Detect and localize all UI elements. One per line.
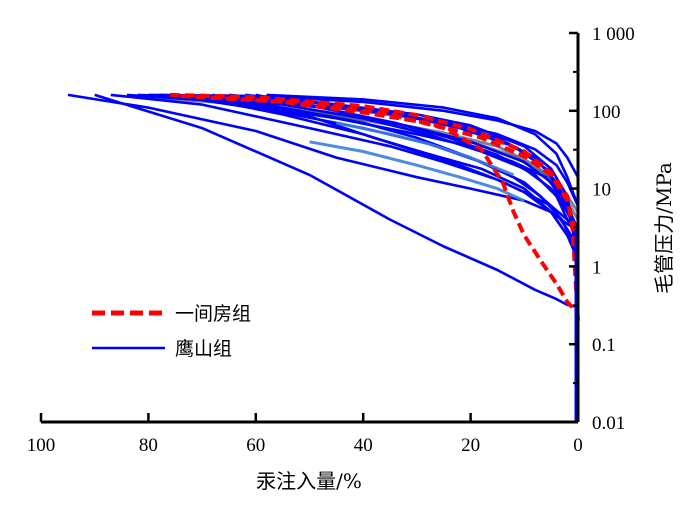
x-tick-label: 100: [27, 435, 56, 456]
x-tick-label: 60: [246, 435, 265, 456]
y-tick-label: 1: [592, 257, 602, 278]
y-tick-label: 100: [592, 102, 621, 123]
legend: 一间房组 鹰山组: [92, 303, 251, 360]
series-line-yijianfang: [169, 92, 580, 321]
series-line-yingshan: [212, 93, 580, 254]
series-line-yijianfang: [180, 94, 580, 244]
x-ticks: 100 80 60 40 20 0: [27, 413, 583, 456]
legend-label-yijianfang: 一间房组: [175, 303, 251, 325]
y-tick-label: 1 000: [592, 24, 635, 45]
series-line-yingshan: [223, 94, 580, 241]
x-tick-label: 0: [573, 435, 583, 456]
series-line-yijianfang: [212, 95, 580, 315]
legend-label-yingshan: 鹰山组: [175, 338, 232, 360]
y-axis-title: 毛管压力/MPa: [652, 162, 676, 294]
series-line-yingshan: [94, 93, 579, 309]
x-tick-label: 80: [139, 435, 158, 456]
series-line-yingshan: [148, 93, 580, 178]
y-tick-label: 10: [592, 180, 611, 201]
y-tick-label: 0.01: [592, 413, 625, 434]
series-line-yingshan: [266, 93, 580, 207]
y-tick-label: 0.1: [592, 335, 616, 356]
curves-layer: [67, 92, 580, 422]
x-tick-label: 40: [354, 435, 373, 456]
y-ticks: 1 000 100 10 1 0.1 0.01: [569, 24, 635, 434]
series-line-yingshan: [309, 140, 525, 203]
x-tick-label: 20: [461, 435, 480, 456]
series-line-yingshan: [336, 121, 515, 177]
series-line-yingshan: [185, 93, 579, 231]
x-axis-title: 汞注入量/%: [256, 469, 362, 493]
